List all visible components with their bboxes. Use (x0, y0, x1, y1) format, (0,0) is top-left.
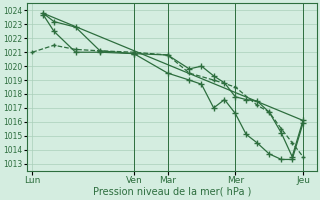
X-axis label: Pression niveau de la mer( hPa ): Pression niveau de la mer( hPa ) (92, 187, 251, 197)
